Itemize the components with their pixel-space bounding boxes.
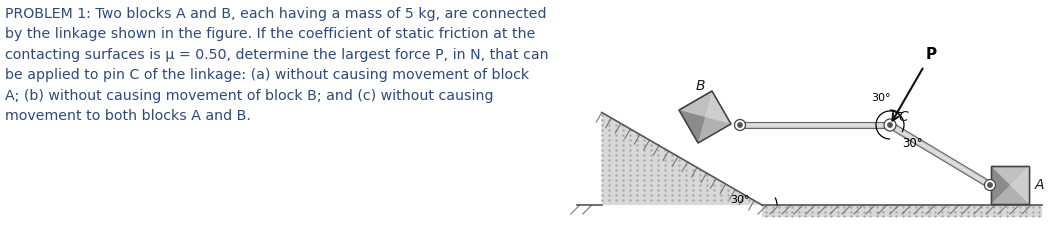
Text: A: A (1035, 178, 1045, 192)
Text: P: P (926, 47, 937, 62)
Circle shape (738, 123, 742, 127)
Polygon shape (679, 91, 730, 143)
Polygon shape (679, 110, 730, 143)
Polygon shape (698, 91, 730, 143)
Circle shape (888, 123, 892, 127)
Circle shape (885, 119, 896, 131)
Polygon shape (991, 166, 1029, 204)
Polygon shape (762, 205, 1042, 217)
Circle shape (988, 183, 992, 187)
Polygon shape (991, 166, 1029, 204)
Text: C: C (898, 110, 908, 124)
Circle shape (735, 120, 745, 130)
Polygon shape (991, 166, 1029, 204)
Circle shape (984, 179, 996, 191)
Text: 30°: 30° (871, 93, 891, 103)
Polygon shape (739, 123, 890, 127)
Text: 30°: 30° (730, 195, 749, 205)
Polygon shape (890, 124, 990, 187)
Polygon shape (602, 113, 762, 205)
Text: PROBLEM 1: Two blocks A and B, each having a mass of 5 kg, are connected
by the : PROBLEM 1: Two blocks A and B, each havi… (5, 7, 549, 123)
Polygon shape (889, 122, 991, 188)
Text: B: B (695, 79, 704, 93)
Text: 30°: 30° (902, 137, 922, 150)
Polygon shape (740, 122, 890, 128)
